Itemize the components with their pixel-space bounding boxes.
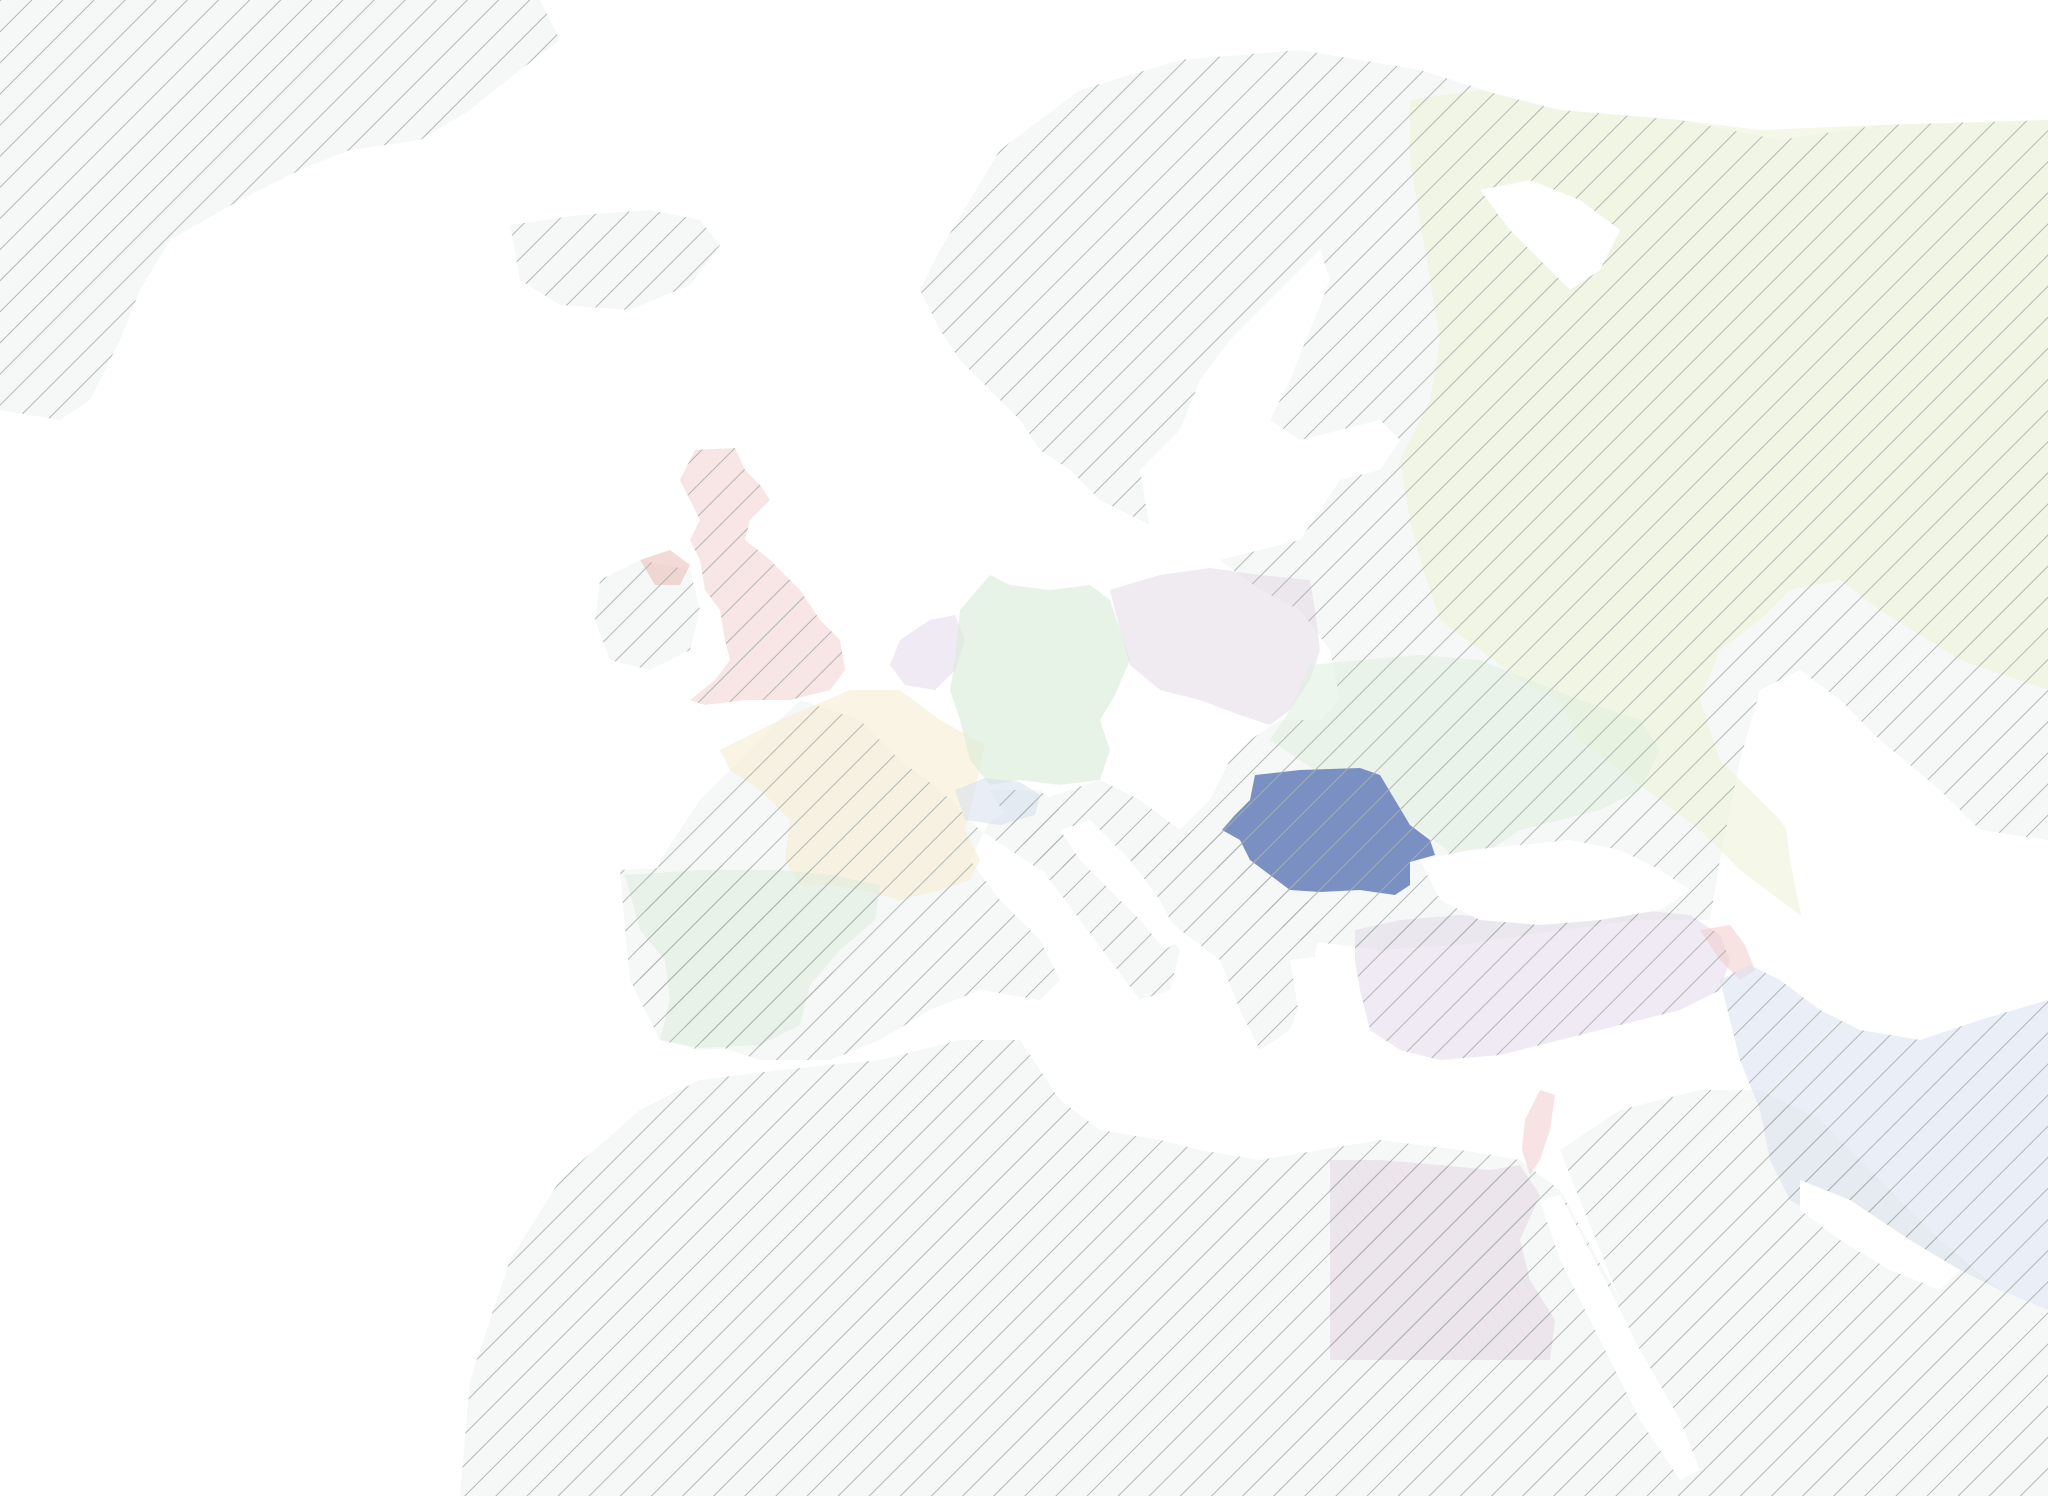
hatch-turkey [1355, 910, 1730, 1060]
hatch-iceland [510, 210, 720, 310]
country-israel[interactable] [1522, 1090, 1555, 1175]
red-sea [1540, 1195, 1700, 1480]
hatch-egypt [1330, 1160, 1555, 1360]
hatch-greenland [0, 0, 560, 420]
adriatic-sea [1060, 820, 1180, 950]
persian-gulf [1800, 1180, 1960, 1290]
hatch-iberia [620, 865, 880, 1050]
hatch-eurasia [640, 50, 2048, 1060]
caspian-sea [1780, 760, 1890, 990]
hatch-arabia [1560, 1090, 2048, 1496]
water-layer [1060, 180, 1960, 1480]
hatch-uk [680, 448, 845, 705]
country-poland[interactable] [1110, 568, 1320, 725]
hatch-north-africa [460, 1040, 1720, 1496]
aegean-sea [1290, 955, 1350, 1040]
country-benelux[interactable] [890, 615, 965, 690]
hatch-ireland [595, 560, 700, 670]
hatch-iran [1720, 965, 2048, 1310]
hatch-italy [990, 790, 1180, 1000]
country-germany[interactable] [950, 575, 1130, 785]
hatch-balkans [1120, 830, 1320, 1050]
baltic-sea [1140, 250, 1400, 560]
white-sea [1480, 180, 1620, 290]
black-sea [1420, 840, 1690, 925]
